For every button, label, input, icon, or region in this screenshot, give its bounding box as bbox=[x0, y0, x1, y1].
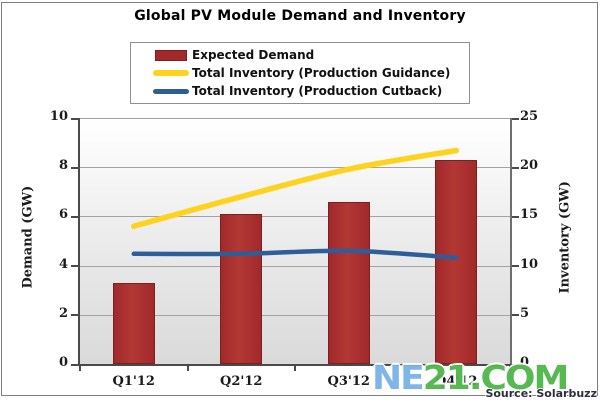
gridline bbox=[80, 118, 510, 119]
bar-Q1'12 bbox=[112, 282, 155, 364]
right-tick-label-25: 25 bbox=[520, 109, 539, 124]
right-tick-label-20: 20 bbox=[520, 158, 539, 174]
right-tick-label-10: 10 bbox=[520, 256, 539, 272]
right-tick-label-15: 15 bbox=[520, 207, 539, 223]
right-tickmark bbox=[512, 363, 519, 366]
line-cutback bbox=[131, 248, 459, 260]
right-tickmark bbox=[512, 166, 519, 169]
x-tick-label-Q3'12: Q3'12 bbox=[327, 374, 370, 389]
left-tick-label-8: 8 bbox=[58, 158, 68, 174]
line-guidance bbox=[131, 147, 460, 229]
left-tick-label-2: 2 bbox=[58, 305, 68, 321]
x-tickmark bbox=[79, 366, 81, 371]
left-tick-label-0: 0 bbox=[58, 355, 68, 370]
inventory-lines bbox=[131, 147, 460, 260]
gridline bbox=[80, 167, 510, 169]
left-axis-title: Demand (GW) bbox=[20, 185, 36, 289]
left-axis-line bbox=[78, 118, 80, 366]
x-tickmark bbox=[509, 366, 511, 371]
x-tick-label-Q1'12: Q1'12 bbox=[112, 374, 155, 389]
right-tickmark bbox=[512, 265, 519, 268]
gridline bbox=[80, 314, 510, 316]
legend-label: Expected Demand bbox=[192, 48, 315, 62]
right-tick-label-5: 5 bbox=[520, 305, 530, 321]
watermark-part2: 21.COM bbox=[422, 359, 570, 398]
legend-box: Expected Demand Total Inventory (Product… bbox=[130, 42, 470, 104]
gridline bbox=[80, 216, 510, 218]
demand-bar-swatch-icon bbox=[153, 49, 189, 61]
left-tick-label-10: 10 bbox=[49, 109, 68, 124]
bar-Q4'12 bbox=[435, 159, 478, 364]
legend-label: Total Inventory (Production Guidance) bbox=[192, 66, 451, 80]
bar-Q3'12 bbox=[327, 201, 370, 364]
left-tickmark bbox=[71, 314, 78, 317]
chart-title: Global PV Module Demand and Inventory bbox=[134, 8, 466, 24]
left-tick-label-6: 6 bbox=[58, 207, 68, 223]
x-tickmark bbox=[186, 366, 189, 371]
legend-item-expected-demand: Expected Demand bbox=[131, 46, 469, 64]
right-tickmark bbox=[512, 215, 519, 218]
x-tick-label-Q2'12: Q2'12 bbox=[220, 374, 263, 389]
right-tickmark bbox=[512, 314, 519, 317]
left-tickmark bbox=[71, 166, 78, 169]
x-tickmark bbox=[401, 366, 404, 371]
left-tickmark bbox=[71, 363, 78, 366]
legend-item-inventory-cutback: Total Inventory (Production Cutback) bbox=[131, 82, 469, 100]
x-tickmark bbox=[294, 366, 296, 371]
right-tick-label-0: 0 bbox=[520, 355, 530, 370]
guidance-line-swatch-icon bbox=[153, 70, 189, 76]
left-tickmark bbox=[71, 117, 78, 120]
left-tickmark bbox=[71, 215, 78, 218]
source-credit: Source: Solarbuzz bbox=[485, 387, 597, 400]
left-tick-label-4: 4 bbox=[58, 256, 68, 272]
x-tick-label-Q4'12: Q4'12 bbox=[435, 374, 478, 389]
right-axis-title: Inventory (GW) bbox=[557, 181, 573, 294]
legend-item-inventory-guidance: Total Inventory (Production Guidance) bbox=[131, 64, 469, 82]
bar-Q2'12 bbox=[220, 213, 263, 364]
gridline bbox=[80, 265, 510, 267]
legend-label: Total Inventory (Production Cutback) bbox=[192, 84, 443, 98]
left-tickmark bbox=[71, 265, 78, 268]
right-axis-line bbox=[510, 118, 512, 366]
ne21-watermark: NE21.COM bbox=[372, 359, 570, 398]
right-tickmark bbox=[512, 117, 519, 120]
bottom-axis-line bbox=[78, 364, 512, 366]
watermark-part1: NE bbox=[372, 359, 425, 398]
cutback-line-swatch-icon bbox=[153, 88, 189, 94]
